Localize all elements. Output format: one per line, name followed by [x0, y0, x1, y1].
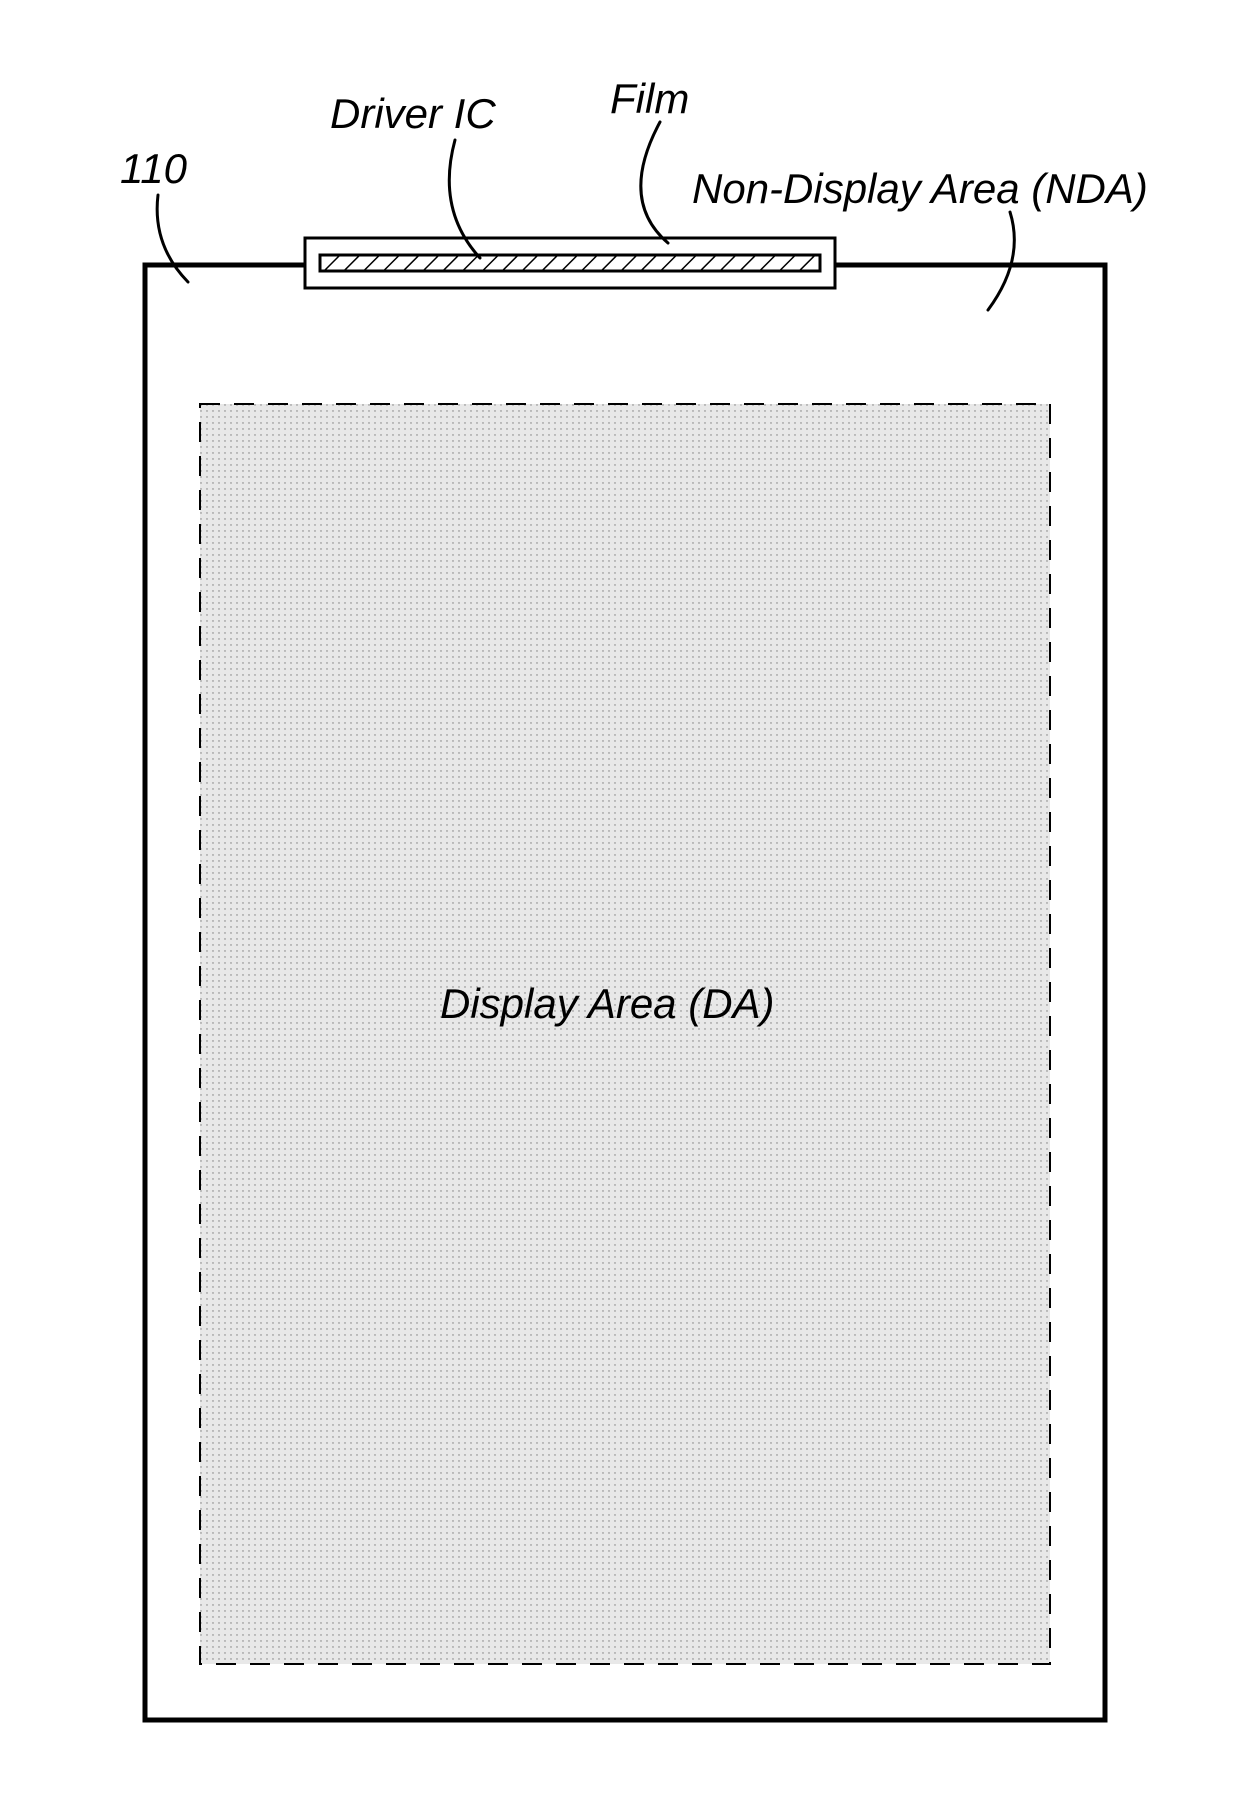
diagram-canvas: 110 Driver IC Film Non-Display Area (NDA…	[0, 0, 1240, 1804]
leader-110	[157, 195, 188, 282]
driver-ic-bar	[320, 255, 820, 271]
display-area	[200, 404, 1050, 1664]
label-ref-110: 110	[120, 145, 187, 193]
leader-film	[641, 122, 668, 243]
diagram-svg	[0, 0, 1240, 1804]
label-display-area: Display Area (DA)	[440, 980, 775, 1028]
label-driver-ic: Driver IC	[330, 90, 496, 138]
label-nda: Non-Display Area (NDA)	[692, 165, 1148, 213]
leader-nda	[988, 212, 1014, 310]
label-film: Film	[610, 75, 689, 123]
